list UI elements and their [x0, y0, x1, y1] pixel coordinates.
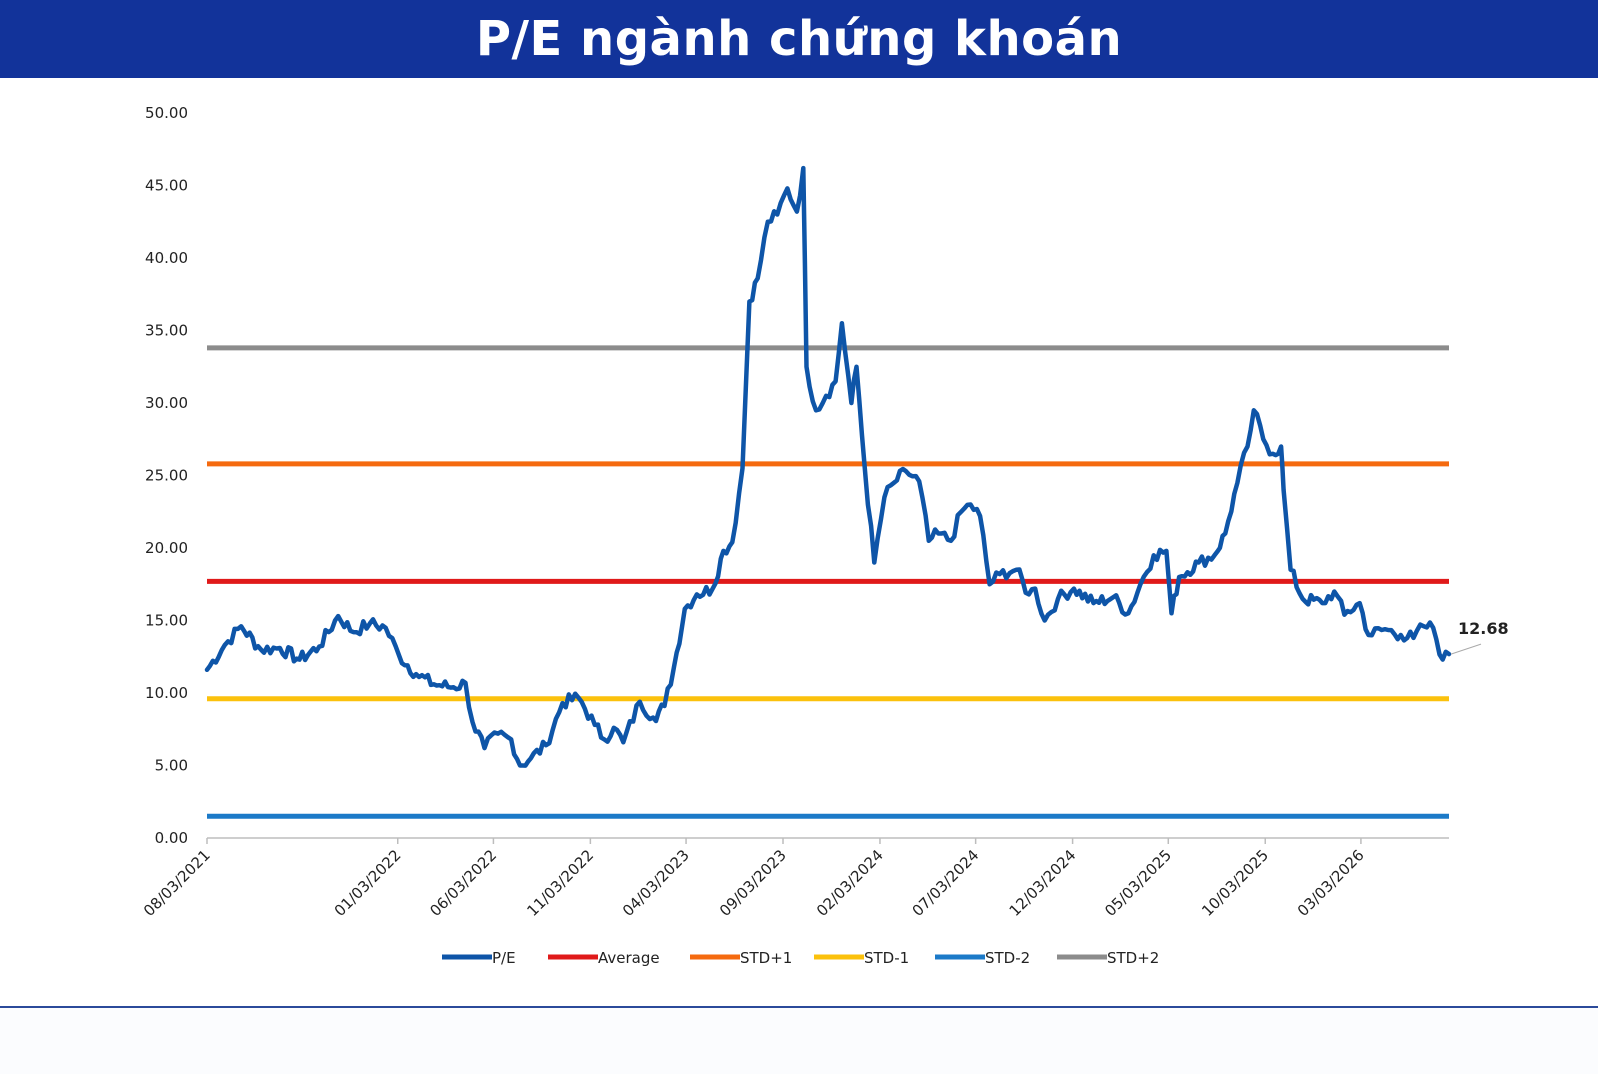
x-tick-label: 07/03/2024 — [909, 846, 983, 920]
pe-line — [204, 165, 1452, 768]
y-tick-label: 15.00 — [145, 612, 188, 630]
y-tick-label: 30.00 — [145, 394, 188, 412]
x-axis: 08/03/2021 01/03/2022 06/03/2022 11/03/2022… — [140, 837, 1449, 920]
y-tick-label: 10.00 — [145, 684, 188, 702]
x-tick-label: 05/03/2025 — [1101, 846, 1175, 920]
y-axis: 0.00 5.00 10.00 15.00 20.00 25.00 30.00 35.00 40… — [145, 104, 188, 847]
x-tick-label: 11/03/2022 — [523, 846, 597, 920]
x-tick-label: 03/03/2026 — [1294, 846, 1368, 920]
footer-area — [0, 1008, 1598, 1074]
y-tick-label: 20.00 — [145, 539, 188, 557]
x-tick-label: 06/03/2022 — [426, 846, 500, 920]
y-tick-label: 50.00 — [145, 104, 188, 122]
y-tick-label: 45.00 — [145, 177, 188, 195]
y-tick-label: 25.00 — [145, 467, 188, 485]
last-value-label: 12.68 — [1458, 619, 1509, 638]
legend-label-std-2: STD-2 — [985, 949, 1030, 967]
x-tick-label: 08/03/2021 — [140, 846, 214, 920]
legend-label-std-1: STD-1 — [864, 949, 909, 967]
pe-line-chart: 0.00 5.00 10.00 15.00 20.00 25.00 30.00 35.00 40… — [140, 104, 1509, 967]
y-tick-label: 40.00 — [145, 249, 188, 267]
title-bar: P/E ngành chứng khoán — [0, 0, 1598, 78]
callout-leader — [1450, 643, 1482, 655]
y-tick-label: 35.00 — [145, 322, 188, 340]
x-tick-label: 10/03/2025 — [1198, 846, 1272, 920]
y-tick-label: 0.00 — [155, 829, 188, 847]
pe-series — [204, 165, 1452, 768]
x-tick-label: 09/03/2023 — [716, 846, 790, 920]
x-tick-label: 01/03/2022 — [331, 846, 405, 920]
reference-lines — [207, 345, 1449, 819]
last-value-callout: 12.68 — [1450, 619, 1509, 655]
y-tick-label: 5.00 — [155, 757, 188, 775]
legend-label-average: Average — [598, 949, 660, 967]
x-tick-label: 02/03/2024 — [813, 846, 887, 920]
x-tick-label: 04/03/2023 — [619, 846, 693, 920]
legend-label-p-e: P/E — [492, 949, 516, 967]
legend-label-std-1: STD+1 — [740, 949, 792, 967]
x-tick-label: 12/03/2024 — [1006, 846, 1080, 920]
chart-container: 0.00 5.00 10.00 15.00 20.00 25.00 30.00 35.00 40… — [0, 78, 1598, 1008]
legend-label-std-2: STD+2 — [1107, 949, 1159, 967]
chart-legend: P/E Average STD+1 STD-1 STD-2 STD+2 — [442, 949, 1159, 967]
page-title: P/E ngành chứng khoán — [475, 11, 1123, 67]
bottom-divider — [0, 1006, 1598, 1008]
